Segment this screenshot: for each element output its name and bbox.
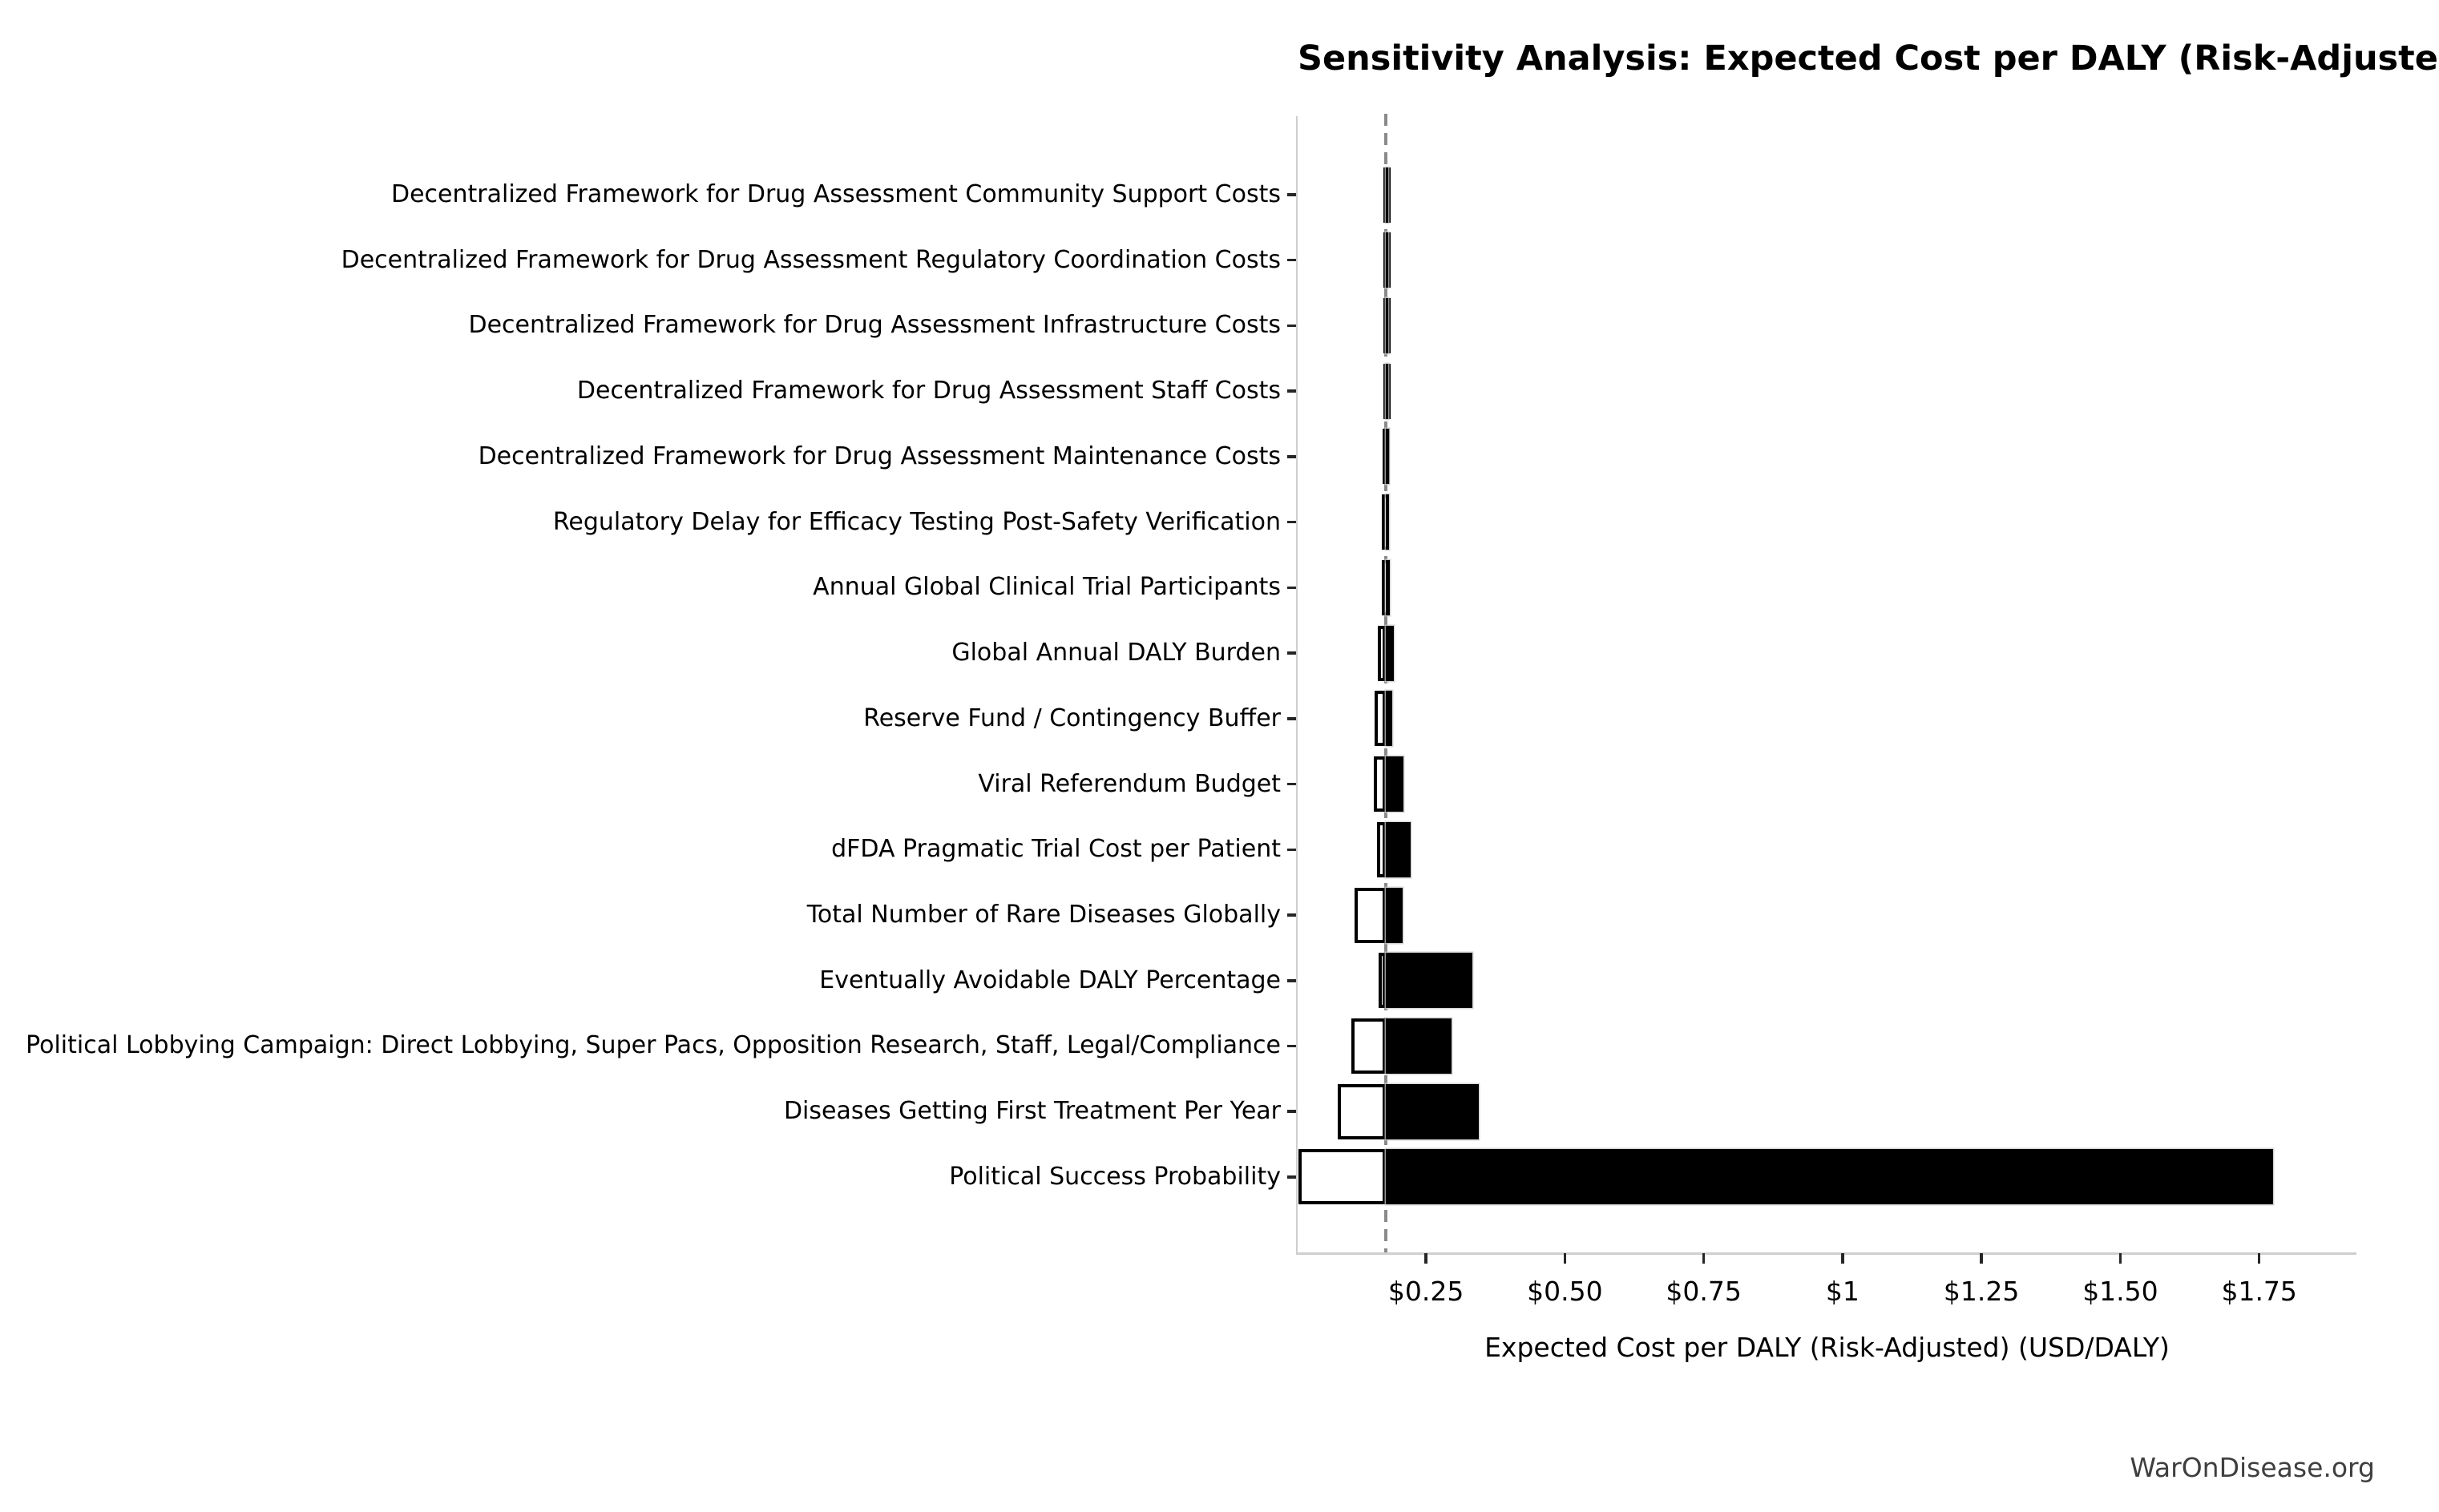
x-tick	[1841, 1253, 1844, 1264]
x-tick	[1702, 1253, 1706, 1264]
tornado-bar-high	[1386, 821, 1411, 877]
category-label: Diseases Getting First Treatment Per Yea…	[783, 1097, 1281, 1126]
category-label: Decentralized Framework for Drug Assessm…	[576, 377, 1281, 405]
y-tick	[1287, 651, 1296, 655]
category-label: Total Number of Rare Diseases Globally	[806, 901, 1281, 929]
category-label: Political Lobbying Campaign: Direct Lobb…	[26, 1031, 1281, 1060]
y-tick	[1287, 782, 1296, 786]
baseline-dashed	[1384, 114, 1387, 1252]
tornado-bar-high	[1386, 559, 1391, 615]
y-tick	[1287, 913, 1296, 917]
x-tick-label: $1.75	[2221, 1276, 2297, 1307]
x-tick	[2118, 1253, 2122, 1264]
x-tick	[1980, 1253, 1983, 1264]
chart-title: Sensitivity Analysis: Expected Cost per …	[1298, 38, 2439, 79]
tornado-bar-high	[1386, 887, 1403, 943]
tornado-bar-low	[1373, 756, 1387, 812]
tornado-bar-low	[1351, 1018, 1387, 1074]
y-tick	[1287, 324, 1296, 328]
x-tick-label: $1.25	[1943, 1276, 2020, 1307]
tornado-bar-high	[1386, 1018, 1452, 1074]
y-tick	[1287, 193, 1296, 196]
x-tick-label: $0.75	[1666, 1276, 1742, 1307]
y-tick	[1287, 1175, 1296, 1179]
category-label: Regulatory Delay for Efficacy Testing Po…	[552, 507, 1281, 536]
category-label: Decentralized Framework for Drug Assessm…	[391, 180, 1281, 208]
category-label: Decentralized Framework for Drug Assessm…	[478, 442, 1281, 470]
tornado-bar-low	[1379, 953, 1387, 1009]
bottom-spine	[1295, 1252, 2356, 1255]
category-label: Annual Global Clinical Trial Participant…	[813, 573, 1281, 602]
y-tick	[1287, 258, 1296, 262]
category-label: Viral Referendum Budget	[978, 769, 1281, 798]
tornado-bar-high	[1386, 691, 1392, 747]
tornado-bar-high	[1386, 494, 1390, 550]
tornado-bar-high	[1386, 363, 1389, 419]
x-tick	[1563, 1253, 1567, 1264]
x-tick	[2257, 1253, 2261, 1264]
category-label: dFDA Pragmatic Trial Cost per Patient	[831, 835, 1281, 864]
category-label: Decentralized Framework for Drug Assessm…	[468, 311, 1281, 340]
tornado-bar-high	[1386, 232, 1389, 288]
y-tick	[1287, 389, 1296, 393]
x-tick-label: $1.50	[2082, 1276, 2158, 1307]
y-tick	[1287, 455, 1296, 458]
tornado-bar-high	[1386, 1083, 1479, 1139]
x-tick-label: $0.50	[1527, 1276, 1603, 1307]
y-tick	[1287, 717, 1296, 720]
left-spine	[1295, 116, 1298, 1252]
x-axis-label: Expected Cost per DALY (Risk-Adjusted) (…	[1484, 1332, 2170, 1363]
y-tick	[1287, 586, 1296, 590]
tornado-bar-low	[1378, 625, 1387, 681]
y-tick	[1287, 848, 1296, 852]
y-tick	[1287, 1110, 1296, 1113]
tornado-bar-low	[1355, 887, 1387, 943]
tornado-bar-low	[1298, 1149, 1387, 1205]
x-tick	[1424, 1253, 1427, 1264]
category-label: Political Success Probability	[949, 1162, 1281, 1191]
tornado-bar-low	[1337, 1083, 1387, 1139]
category-label: Eventually Avoidable DALY Percentage	[819, 966, 1281, 994]
x-tick-label: $0.25	[1387, 1276, 1464, 1307]
category-label: Decentralized Framework for Drug Assessm…	[341, 245, 1281, 274]
tornado-bar-high	[1386, 756, 1404, 812]
tornado-bar-high	[1386, 167, 1389, 223]
tornado-bar-high	[1386, 429, 1389, 485]
tornado-bar-high	[1386, 297, 1389, 353]
category-label: Reserve Fund / Contingency Buffer	[863, 704, 1281, 732]
x-tick-label: $1	[1825, 1276, 1860, 1307]
watermark-text: WarOnDisease.org	[2130, 1452, 2375, 1483]
y-tick	[1287, 520, 1296, 524]
tornado-bar-high	[1386, 625, 1394, 681]
tornado-bar-low	[1377, 821, 1387, 877]
y-tick	[1287, 1044, 1296, 1048]
category-label: Global Annual DALY Burden	[951, 639, 1281, 667]
tornado-bar-low	[1375, 691, 1387, 747]
tornado-bar-high	[1386, 953, 1472, 1009]
tornado-bar-high	[1386, 1149, 2274, 1205]
y-tick	[1287, 979, 1296, 982]
